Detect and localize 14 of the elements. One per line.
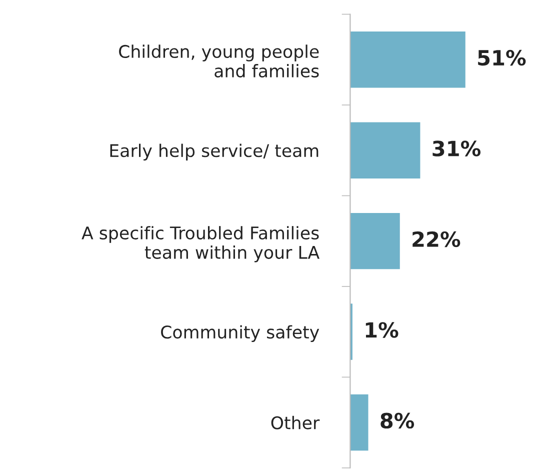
y-tick-label: Children, young people and families <box>119 44 319 78</box>
y-tick-label: Community safety <box>161 325 320 342</box>
data-label: 51% <box>478 50 526 66</box>
bar <box>350 212 400 270</box>
bar <box>350 31 466 88</box>
y-tick-label: Other <box>271 416 320 430</box>
bar <box>350 394 368 451</box>
y-tick-label: A specific Troubled Families team within your LA <box>82 226 320 262</box>
y-tick-label: Early help service/ team <box>110 144 318 161</box>
data-label: 22% <box>412 231 460 248</box>
bar <box>350 122 420 178</box>
data-label: 8% <box>380 412 414 429</box>
data-label: 31% <box>432 140 481 156</box>
data-label: 1% <box>366 322 398 338</box>
